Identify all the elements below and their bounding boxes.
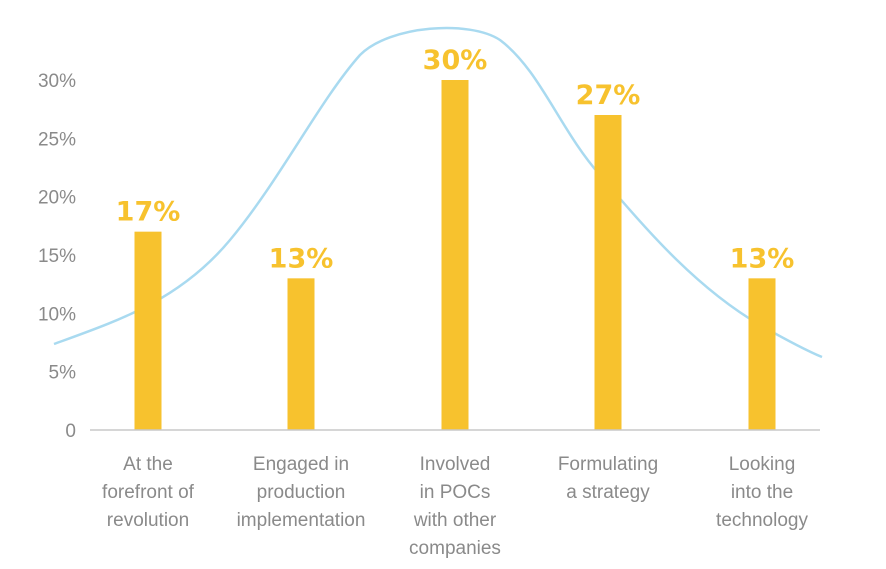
data-label: 27%: [576, 80, 641, 111]
y-tick-label: 5%: [49, 363, 77, 384]
bar: [287, 278, 315, 430]
y-tick-label: 20%: [38, 188, 76, 209]
data-label: 13%: [730, 243, 795, 274]
y-tick-label: 0: [65, 421, 76, 442]
category-label: Looking into the technology: [716, 454, 808, 531]
data-label: 30%: [423, 45, 488, 76]
trend-curve: [53, 26, 823, 359]
bar: [748, 278, 776, 430]
category-label: Involved in POCs with other companies: [409, 454, 501, 559]
bar: [441, 80, 469, 430]
y-tick-label: 25%: [38, 129, 76, 150]
bar: [594, 115, 622, 430]
data-label: 13%: [269, 243, 334, 274]
category-label: Formulating a strategy: [558, 454, 658, 503]
y-tick-label: 15%: [38, 246, 76, 267]
category-label: Engaged in production implementation: [237, 454, 366, 531]
bar: [134, 231, 162, 430]
y-tick-label: 10%: [38, 304, 76, 325]
category-label: At the forefront of revolution: [102, 454, 195, 531]
y-tick-label: 30%: [38, 71, 76, 92]
data-label: 17%: [116, 197, 181, 228]
